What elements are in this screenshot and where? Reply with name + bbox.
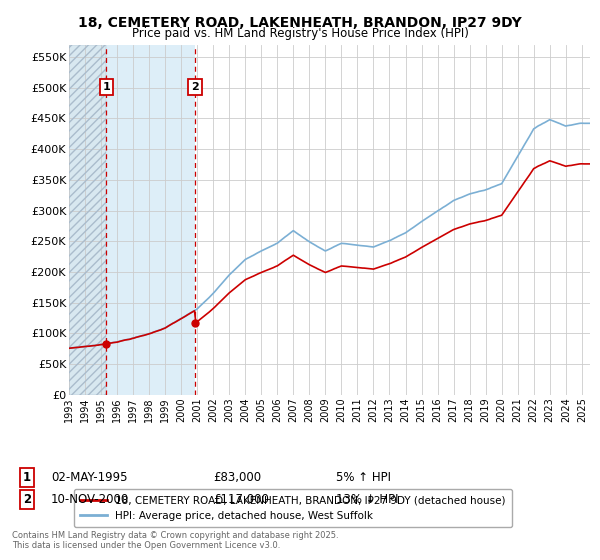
Text: Price paid vs. HM Land Registry's House Price Index (HPI): Price paid vs. HM Land Registry's House … <box>131 27 469 40</box>
Text: 02-MAY-1995: 02-MAY-1995 <box>51 470 128 484</box>
Legend: 18, CEMETERY ROAD, LAKENHEATH, BRANDON, IP27 9DY (detached house), HPI: Average : 18, CEMETERY ROAD, LAKENHEATH, BRANDON, … <box>74 489 512 527</box>
Text: 1: 1 <box>103 82 110 92</box>
Bar <box>69 45 106 395</box>
Bar <box>69 45 106 395</box>
Text: 10-NOV-2000: 10-NOV-2000 <box>51 493 129 506</box>
Text: £83,000: £83,000 <box>213 470 261 484</box>
Text: Contains HM Land Registry data © Crown copyright and database right 2025.
This d: Contains HM Land Registry data © Crown c… <box>12 530 338 550</box>
Text: 2: 2 <box>191 82 199 92</box>
Text: 18, CEMETERY ROAD, LAKENHEATH, BRANDON, IP27 9DY: 18, CEMETERY ROAD, LAKENHEATH, BRANDON, … <box>78 16 522 30</box>
Text: 2: 2 <box>23 493 31 506</box>
Text: 13% ↓ HPI: 13% ↓ HPI <box>336 493 398 506</box>
Text: 1: 1 <box>23 470 31 484</box>
Text: £117,000: £117,000 <box>213 493 269 506</box>
Bar <box>106 45 195 395</box>
Text: 5% ↑ HPI: 5% ↑ HPI <box>336 470 391 484</box>
